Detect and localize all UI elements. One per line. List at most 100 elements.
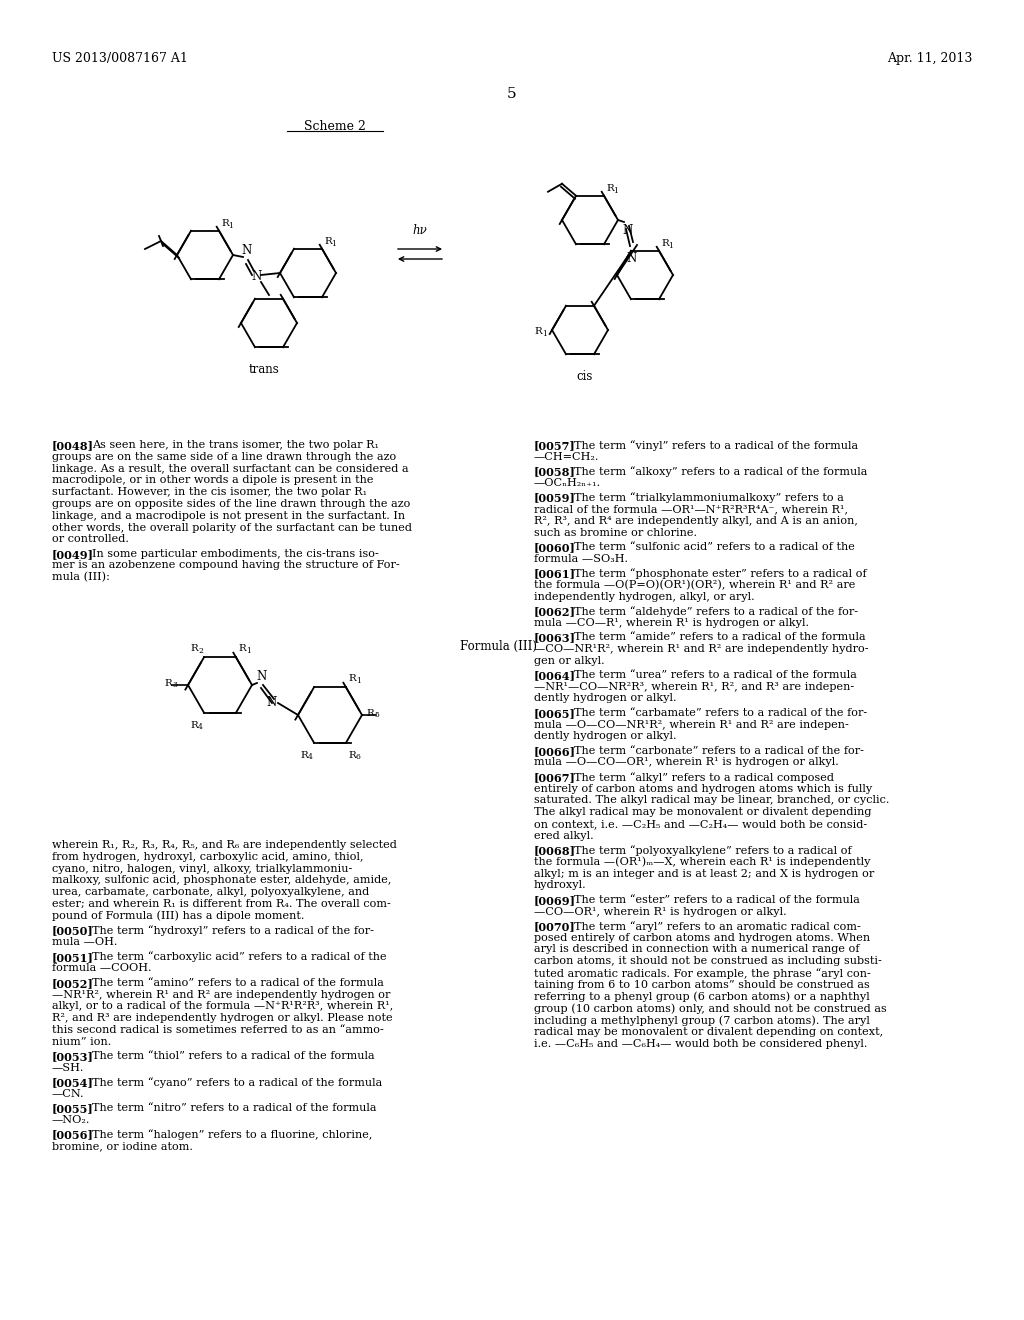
Text: The term “alkoxy” refers to a radical of the formula: The term “alkoxy” refers to a radical of… bbox=[574, 466, 867, 477]
Text: alkyl, or to a radical of the formula —N⁺R¹R²R³, wherein R¹,: alkyl, or to a radical of the formula —N… bbox=[52, 1002, 393, 1011]
Text: R: R bbox=[534, 327, 542, 337]
Text: i.e. —C₆H₅ and —C₆H₄— would both be considered phenyl.: i.e. —C₆H₅ and —C₆H₄— would both be cons… bbox=[534, 1039, 867, 1049]
Text: The term “ester” refers to a radical of the formula: The term “ester” refers to a radical of … bbox=[574, 895, 860, 904]
Text: R: R bbox=[190, 721, 198, 730]
Text: R: R bbox=[300, 751, 308, 760]
Text: [0069]: [0069] bbox=[534, 895, 575, 906]
Text: 4: 4 bbox=[198, 723, 203, 731]
Text: [0052]: [0052] bbox=[52, 978, 94, 989]
Text: ered alkyl.: ered alkyl. bbox=[534, 830, 594, 841]
Text: this second radical is sometimes referred to as an “ammo-: this second radical is sometimes referre… bbox=[52, 1026, 384, 1035]
Text: or controlled.: or controlled. bbox=[52, 535, 129, 544]
Text: carbon atoms, it should not be construed as including substi-: carbon atoms, it should not be construed… bbox=[534, 956, 882, 966]
Text: R: R bbox=[164, 678, 172, 688]
Text: Apr. 11, 2013: Apr. 11, 2013 bbox=[887, 51, 972, 65]
Text: The term “trialkylammoniumalkoxy” refers to a: The term “trialkylammoniumalkoxy” refers… bbox=[574, 492, 844, 503]
Text: posed entirely of carbon atoms and hydrogen atoms. When: posed entirely of carbon atoms and hydro… bbox=[534, 933, 870, 942]
Text: R: R bbox=[238, 644, 246, 653]
Text: [0066]: [0066] bbox=[534, 746, 575, 756]
Text: The term “sulfonic acid” refers to a radical of the: The term “sulfonic acid” refers to a rad… bbox=[574, 543, 855, 552]
Text: Scheme 2: Scheme 2 bbox=[304, 120, 366, 133]
Text: The term “hydroxyl” refers to a radical of the for-: The term “hydroxyl” refers to a radical … bbox=[92, 925, 374, 936]
Text: The alkyl radical may be monovalent or divalent depending: The alkyl radical may be monovalent or d… bbox=[534, 808, 871, 817]
Text: N: N bbox=[266, 696, 276, 709]
Text: [0064]: [0064] bbox=[534, 669, 575, 681]
Text: —OCₙH₂ₙ₊₁.: —OCₙH₂ₙ₊₁. bbox=[534, 478, 601, 488]
Text: The term “nitro” refers to a radical of the formula: The term “nitro” refers to a radical of … bbox=[92, 1104, 377, 1113]
Text: aryl is described in connection with a numerical range of: aryl is described in connection with a n… bbox=[534, 945, 859, 954]
Text: 1: 1 bbox=[542, 330, 547, 338]
Text: cyano, nitro, halogen, vinyl, alkoxy, trialkylammoniu-: cyano, nitro, halogen, vinyl, alkoxy, tr… bbox=[52, 863, 352, 874]
Text: independently hydrogen, alkyl, or aryl.: independently hydrogen, alkyl, or aryl. bbox=[534, 591, 755, 602]
Text: [0053]: [0053] bbox=[52, 1051, 94, 1063]
Text: —SH.: —SH. bbox=[52, 1063, 84, 1073]
Text: dently hydrogen or alkyl.: dently hydrogen or alkyl. bbox=[534, 693, 677, 704]
Text: wherein R₁, R₂, R₃, R₄, R₅, and R₆ are independently selected: wherein R₁, R₂, R₃, R₄, R₅, and R₆ are i… bbox=[52, 840, 397, 850]
Text: urea, carbamate, carbonate, alkyl, polyoxyalkylene, and: urea, carbamate, carbonate, alkyl, polyo… bbox=[52, 887, 370, 898]
Text: The term “aldehyde” refers to a radical of the for-: The term “aldehyde” refers to a radical … bbox=[574, 606, 858, 616]
Text: —NO₂.: —NO₂. bbox=[52, 1115, 90, 1125]
Text: [0062]: [0062] bbox=[534, 606, 575, 616]
Text: [0063]: [0063] bbox=[534, 632, 575, 643]
Text: radical may be monovalent or divalent depending on context,: radical may be monovalent or divalent de… bbox=[534, 1027, 883, 1038]
Text: The term “phosphonate ester” refers to a radical of: The term “phosphonate ester” refers to a… bbox=[574, 568, 866, 578]
Text: R: R bbox=[221, 219, 228, 228]
Text: —CO—NR¹R², wherein R¹ and R² are independently hydro-: —CO—NR¹R², wherein R¹ and R² are indepen… bbox=[534, 644, 868, 653]
Text: [0055]: [0055] bbox=[52, 1104, 94, 1114]
Text: —CO—OR¹, wherein R¹ is hydrogen or alkyl.: —CO—OR¹, wherein R¹ is hydrogen or alkyl… bbox=[534, 907, 786, 916]
Text: [0057]: [0057] bbox=[534, 440, 575, 451]
Text: —NR¹—CO—NR²R³, wherein R¹, R², and R³ are indepen-: —NR¹—CO—NR²R³, wherein R¹, R², and R³ ar… bbox=[534, 681, 854, 692]
Text: nium” ion.: nium” ion. bbox=[52, 1036, 112, 1047]
Text: the formula —O(P=O)(OR¹)(OR²), wherein R¹ and R² are: the formula —O(P=O)(OR¹)(OR²), wherein R… bbox=[534, 579, 855, 590]
Text: N: N bbox=[256, 671, 266, 682]
Text: the formula —(OR¹)ₘ—X, wherein each R¹ is independently: the formula —(OR¹)ₘ—X, wherein each R¹ i… bbox=[534, 857, 870, 867]
Text: As seen here, in the trans isomer, the two polar R₁: As seen here, in the trans isomer, the t… bbox=[92, 440, 379, 450]
Text: entirely of carbon atoms and hydrogen atoms which is fully: entirely of carbon atoms and hydrogen at… bbox=[534, 784, 872, 793]
Text: taining from 6 to 10 carbon atoms” should be construed as: taining from 6 to 10 carbon atoms” shoul… bbox=[534, 979, 869, 990]
Text: 1: 1 bbox=[613, 186, 617, 195]
Text: [0068]: [0068] bbox=[534, 845, 575, 857]
Text: dently hydrogen or alkyl.: dently hydrogen or alkyl. bbox=[534, 731, 677, 742]
Text: N: N bbox=[626, 252, 636, 265]
Text: The term “polyoxyalkylene” refers to a radical of: The term “polyoxyalkylene” refers to a r… bbox=[574, 845, 852, 855]
Text: Formula (III): Formula (III) bbox=[460, 640, 537, 653]
Text: formula —SO₃H.: formula —SO₃H. bbox=[534, 553, 628, 564]
Text: linkage. As a result, the overall surfactant can be considered a: linkage. As a result, the overall surfac… bbox=[52, 463, 409, 474]
Text: In some particular embodiments, the cis-trans iso-: In some particular embodiments, the cis-… bbox=[92, 549, 379, 558]
Text: 1: 1 bbox=[356, 677, 360, 685]
Text: The term “carbonate” refers to a radical of the for-: The term “carbonate” refers to a radical… bbox=[574, 746, 864, 755]
Text: The term “amino” refers to a radical of the formula: The term “amino” refers to a radical of … bbox=[92, 978, 384, 987]
Text: The term “aryl” refers to an aromatic radical com-: The term “aryl” refers to an aromatic ra… bbox=[574, 921, 861, 932]
Text: R: R bbox=[348, 675, 355, 684]
Text: [0058]: [0058] bbox=[534, 466, 575, 477]
Text: from hydrogen, hydroxyl, carboxylic acid, amino, thiol,: from hydrogen, hydroxyl, carboxylic acid… bbox=[52, 851, 364, 862]
Text: R², R³, and R⁴ are independently alkyl, and A is an anion,: R², R³, and R⁴ are independently alkyl, … bbox=[534, 516, 858, 525]
Text: R: R bbox=[662, 239, 669, 248]
Text: mula —O—CO—NR¹R², wherein R¹ and R² are indepen-: mula —O—CO—NR¹R², wherein R¹ and R² are … bbox=[534, 719, 849, 730]
Text: malkoxy, sulfonic acid, phosphonate ester, aldehyde, amide,: malkoxy, sulfonic acid, phosphonate este… bbox=[52, 875, 391, 886]
Text: The term “vinyl” refers to a radical of the formula: The term “vinyl” refers to a radical of … bbox=[574, 440, 858, 451]
Text: trans: trans bbox=[249, 363, 280, 376]
Text: hydroxyl.: hydroxyl. bbox=[534, 880, 587, 891]
Text: 3: 3 bbox=[172, 681, 177, 689]
Text: The term “carbamate” refers to a radical of the for-: The term “carbamate” refers to a radical… bbox=[574, 708, 867, 718]
Text: [0059]: [0059] bbox=[534, 492, 575, 503]
Text: macrodipole, or in other words a dipole is present in the: macrodipole, or in other words a dipole … bbox=[52, 475, 374, 486]
Text: mula —OH.: mula —OH. bbox=[52, 937, 118, 948]
Text: on context, i.e. —C₂H₅ and —C₂H₄— would both be consid-: on context, i.e. —C₂H₅ and —C₂H₄— would … bbox=[534, 818, 867, 829]
Text: [0060]: [0060] bbox=[534, 543, 575, 553]
Text: other words, the overall polarity of the surfactant can be tuned: other words, the overall polarity of the… bbox=[52, 523, 412, 532]
Text: mer is an azobenzene compound having the structure of For-: mer is an azobenzene compound having the… bbox=[52, 561, 399, 570]
Text: ester; and wherein R₁ is different from R₄. The overall com-: ester; and wherein R₁ is different from … bbox=[52, 899, 391, 909]
Text: mula (III):: mula (III): bbox=[52, 573, 110, 582]
Text: The term “carboxylic acid” refers to a radical of the: The term “carboxylic acid” refers to a r… bbox=[92, 952, 387, 962]
Text: [0067]: [0067] bbox=[534, 772, 575, 783]
Text: US 2013/0087167 A1: US 2013/0087167 A1 bbox=[52, 51, 187, 65]
Text: [0056]: [0056] bbox=[52, 1130, 94, 1140]
Text: cis: cis bbox=[577, 370, 593, 383]
Text: gen or alkyl.: gen or alkyl. bbox=[534, 656, 604, 665]
Text: N: N bbox=[622, 224, 632, 238]
Text: 1: 1 bbox=[668, 242, 673, 249]
Text: The term “alkyl” refers to a radical composed: The term “alkyl” refers to a radical com… bbox=[574, 772, 834, 783]
Text: formula —COOH.: formula —COOH. bbox=[52, 964, 152, 973]
